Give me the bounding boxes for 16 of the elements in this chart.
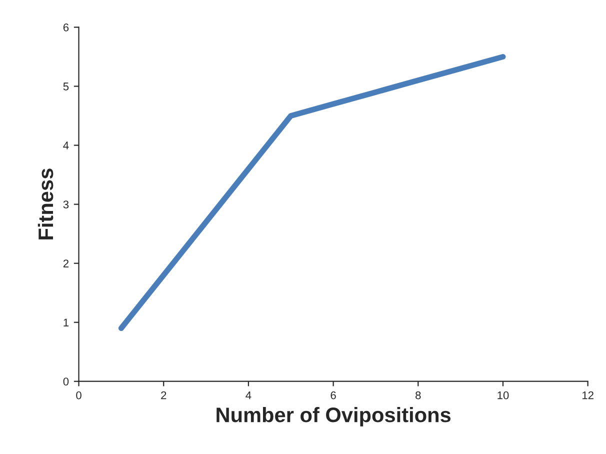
x-tick-label: 12 (582, 391, 594, 400)
x-tick-label: 4 (246, 391, 252, 400)
y-tick-label: 4 (63, 142, 69, 150)
x-tick-label: 10 (498, 391, 509, 400)
y-tick-label: 0 (63, 378, 69, 386)
x-tick-label: 6 (330, 391, 336, 400)
x-tick-label: 8 (416, 391, 421, 400)
y-tick-label: 2 (63, 260, 68, 268)
y-tick-label: 6 (63, 24, 69, 32)
x-axis-title: Number of Ovipositions (216, 406, 451, 426)
y-axis-title: Fitness (38, 168, 54, 240)
y-tick-label: 5 (63, 82, 69, 90)
x-tick-label: 2 (161, 391, 166, 400)
y-tick-label: 3 (63, 200, 69, 208)
y-tick-label: 1 (64, 318, 69, 326)
x-tick-label: 0 (76, 391, 82, 400)
